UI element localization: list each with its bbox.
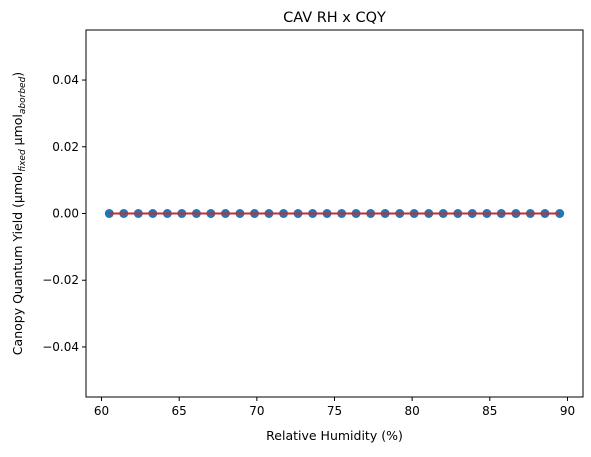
chart-title: CAV RH x CQY <box>283 10 386 26</box>
x-tick-label: 60 <box>94 404 109 418</box>
y-axis-label-sub1: fixed <box>18 149 28 172</box>
y-tick-label: 0.02 <box>52 140 79 154</box>
y-tick-label: 0.00 <box>52 207 79 221</box>
x-tick-label: 85 <box>482 404 497 418</box>
svg-text:Canopy Quantum Yield (μmolfixe: Canopy Quantum Yield (μmolfixed μmolabor… <box>10 72 28 355</box>
x-tick-label: 70 <box>249 404 264 418</box>
y-axis-label-main: Canopy Quantum Yield ( <box>10 203 25 355</box>
x-axis-label: Relative Humidity (%) <box>266 428 403 443</box>
y-axis-label-close: ) <box>10 72 25 77</box>
plot-frame <box>85 29 584 398</box>
y-axis-label-unit2: μmol <box>10 114 25 149</box>
x-tick-label: 90 <box>560 404 575 418</box>
x-tick-label: 65 <box>172 404 187 418</box>
x-tick-label: 75 <box>327 404 342 418</box>
y-tick-label: 0.04 <box>52 73 79 87</box>
y-tick-label: −0.02 <box>42 273 79 287</box>
ticks-layer: 60 65 70 75 80 85 90 −0.04 −0.02 0.00 0.02 0.04 <box>42 73 575 418</box>
y-tick-label: −0.04 <box>42 340 79 354</box>
y-axis-label: Canopy Quantum Yield (μmolfixed μmolabor… <box>10 72 28 355</box>
y-axis-label-unit1: μmol <box>10 172 25 203</box>
x-tick-label: 80 <box>405 404 420 418</box>
y-axis-label-sub2: aborbed <box>18 76 28 114</box>
